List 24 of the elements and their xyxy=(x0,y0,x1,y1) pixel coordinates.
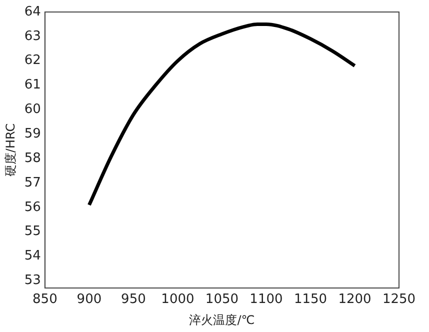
y-tick-label: 59 xyxy=(24,126,41,142)
x-tick-label: 1100 xyxy=(250,292,283,308)
y-tick-label: 64 xyxy=(24,4,41,20)
y-tick-label: 60 xyxy=(24,102,41,118)
x-tick-label: 900 xyxy=(76,292,102,308)
y-tick-label: 54 xyxy=(24,248,41,264)
y-tick-label: 58 xyxy=(24,150,41,166)
y-tick-label: 53 xyxy=(24,273,41,288)
x-tick-label: 850 xyxy=(32,292,58,308)
y-tick-label: 57 xyxy=(24,175,41,190)
x-tick-label: 1200 xyxy=(338,292,372,308)
x-tick-label: 1050 xyxy=(205,292,239,308)
y-tick-label: 61 xyxy=(24,78,41,93)
y-axis-title: 硬度/HRC xyxy=(3,123,18,177)
x-tick-label: 1000 xyxy=(161,292,194,308)
y-tick-label: 55 xyxy=(24,224,41,240)
y-tick-label: 56 xyxy=(24,200,41,215)
x-tick-label: 1250 xyxy=(382,292,416,308)
x-axis-title: 淬火温度/℃ xyxy=(189,312,255,327)
x-tick-label: 950 xyxy=(121,292,146,308)
y-tick-label: 62 xyxy=(24,53,41,68)
x-tick-label: 1150 xyxy=(294,292,328,308)
y-tick-label: 63 xyxy=(24,28,41,44)
line-series xyxy=(87,22,356,207)
